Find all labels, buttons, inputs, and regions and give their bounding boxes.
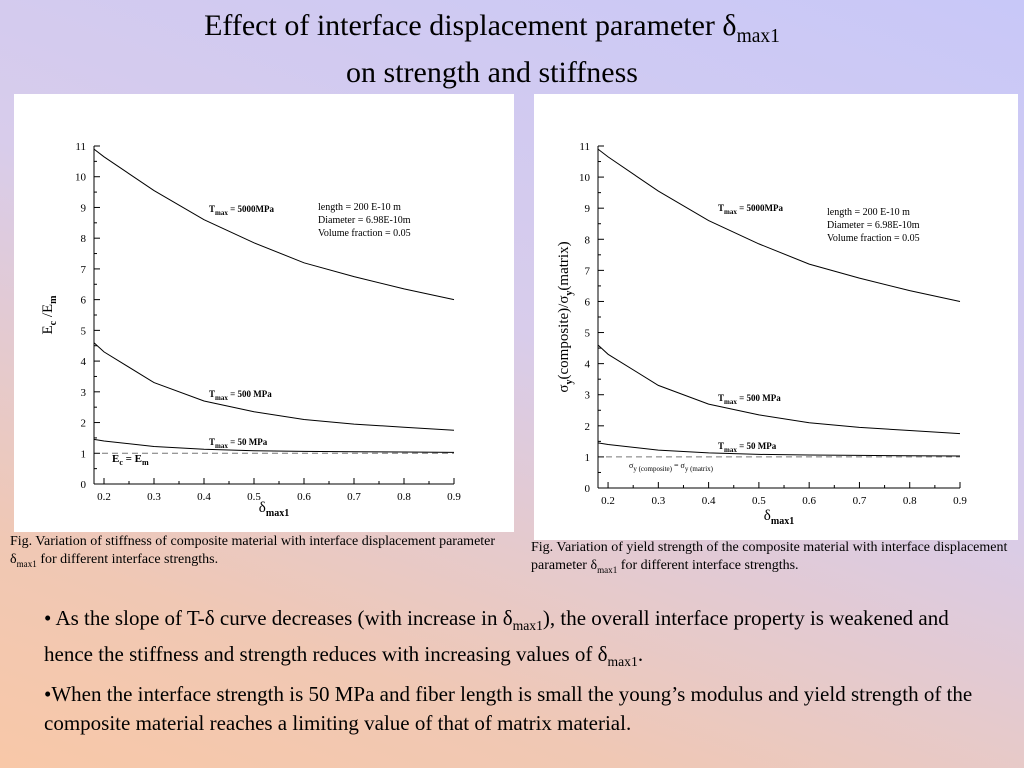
series-label: Tmax = 50 MPa (718, 441, 777, 454)
y-tick-label: 6 (81, 295, 87, 307)
strength-caption: Fig. Variation of yield strength of the … (531, 539, 1011, 579)
y-tick-label: 9 (585, 203, 591, 215)
x-tick-label: 0.4 (702, 495, 716, 507)
strength-chart: 0 1 2 3 4 5 6 7 8 9 10 11 0.2 0.3 0.4 0.5 0.6 0.7 0.8 0.9 δm… (556, 141, 967, 527)
title-line2: on strength and stiffness (346, 56, 638, 89)
caption-left-end: for different interface strengths. (36, 552, 219, 567)
x-tick-label: 0.2 (601, 495, 615, 507)
x-tick-label: 0.7 (347, 491, 361, 503)
slide-title: Effect of interface displacement paramet… (0, 8, 984, 91)
x-tick-label: 0.6 (802, 495, 816, 507)
caption-right-sub: max1 (597, 564, 618, 575)
series-label: Tmax = 500 MPa (209, 389, 272, 402)
y-tick-label: 3 (585, 390, 591, 402)
strength-chart-panel: 0 1 2 3 4 5 6 7 8 9 10 11 0.2 0.3 0.4 0.5 0.6 0.7 0.8 0.9 δm… (534, 94, 1018, 540)
y-tick-label: 4 (81, 356, 87, 368)
y-tick-label: 7 (585, 265, 591, 277)
y-tick-label: 0 (81, 479, 87, 491)
y-tick-label: 7 (81, 264, 87, 276)
y-tick-label: 11 (579, 141, 590, 153)
title-sub: max1 (736, 26, 780, 47)
x-tick-label: 0.3 (147, 491, 161, 503)
caption-right-text: Fig. Variation of yield strength of the … (531, 540, 1008, 573)
series-line (93, 438, 455, 453)
y-tick-label: 2 (585, 421, 591, 433)
x-tick-label: 0.6 (297, 491, 311, 503)
series-label: Tmax = 50 MPa (209, 437, 268, 450)
series-line (597, 344, 961, 435)
x-tick-label: 0.2 (97, 491, 111, 503)
caption-left-text: Fig. Variation of stiffness of composite… (10, 534, 496, 567)
y-tick-label: 5 (81, 325, 87, 337)
bullet1-a: • As the slope of T-δ curve decreases (w… (44, 606, 513, 630)
bullet1-c: . (637, 642, 644, 667)
info-text: length = 200 E-10 m (827, 207, 910, 218)
y-tick-label: 10 (75, 172, 87, 184)
stiffness-chart: 0 1 2 3 4 5 6 7 8 9 10 11 0.2 0.3 0.4 0.5 0.6 0.7 0.8 0.9 δm… (40, 141, 461, 519)
series-label: Tmax = 500 MPa (718, 393, 781, 406)
y-tick-label: 8 (585, 234, 591, 246)
info-text: Diameter = 6.98E-10m (827, 220, 920, 231)
caption-left-sub: max1 (16, 558, 37, 569)
x-tick-label: 0.5 (247, 491, 261, 503)
x-tick-label: 0.3 (651, 495, 665, 507)
series-line (93, 148, 455, 301)
bullet1-sub2: max1 (607, 654, 638, 670)
x-tick-label: 0.9 (953, 495, 967, 507)
y-tick-label: 4 (585, 359, 591, 371)
x-tick-label: 0.5 (752, 495, 766, 507)
stiffness-chart-panel: 0 1 2 3 4 5 6 7 8 9 10 11 0.2 0.3 0.4 0.5 0.6 0.7 0.8 0.9 δm… (14, 94, 514, 532)
x-tick-label: 0.4 (197, 491, 211, 503)
caption-right-end: for different interface strengths. (617, 558, 799, 573)
y-tick-label: 5 (585, 328, 591, 340)
y-tick-label: 6 (585, 296, 591, 308)
y-tick-label: 9 (81, 202, 87, 214)
info-text: Volume fraction = 0.05 (827, 233, 920, 244)
series-line (93, 342, 455, 431)
bullet-item: • As the slope of T-δ curve decreases (w… (44, 604, 984, 676)
series-label: Tmax = 5000MPa (209, 204, 274, 217)
x-axis-label: δmax1 (259, 500, 289, 519)
info-text: length = 200 E-10 m (318, 202, 401, 213)
x-axis-label: δmax1 (764, 508, 794, 527)
reference-label: σy (composite) = σy (matrix) (629, 461, 714, 473)
y-tick-label: 3 (81, 387, 87, 399)
series-line (597, 442, 961, 457)
y-tick-label: 1 (585, 452, 591, 464)
info-text: Diameter = 6.98E-10m (318, 215, 411, 226)
series-label: Tmax = 5000MPa (718, 203, 783, 216)
y-tick-label: 11 (75, 141, 86, 153)
stiffness-caption: Fig. Variation of stiffness of composite… (10, 533, 510, 573)
x-tick-label: 0.7 (853, 495, 867, 507)
info-text: Volume fraction = 0.05 (318, 228, 411, 239)
reference-label: Ec = Em (112, 453, 149, 467)
x-tick-label: 0.8 (903, 495, 917, 507)
y-tick-label: 0 (585, 483, 591, 495)
bullet1-sub1: max1 (512, 618, 543, 634)
y-axis-label: Ec /Em (40, 295, 59, 335)
series-line (597, 148, 961, 302)
y-tick-label: 2 (81, 418, 87, 430)
bullet-list: • As the slope of T-δ curve decreases (w… (44, 604, 984, 742)
y-axis-label: σy(composite)/σy(matrix) (556, 241, 575, 392)
y-tick-label: 1 (81, 448, 87, 460)
x-tick-label: 0.8 (397, 491, 411, 503)
title-line1: Effect of interface displacement paramet… (204, 9, 737, 42)
x-tick-label: 0.9 (447, 491, 461, 503)
y-tick-label: 8 (81, 233, 87, 245)
bullet-item: •When the interface strength is 50 MPa a… (44, 682, 973, 736)
y-tick-label: 10 (579, 172, 591, 184)
bullet1-b: ), the overall interface property is wea… (44, 606, 949, 667)
